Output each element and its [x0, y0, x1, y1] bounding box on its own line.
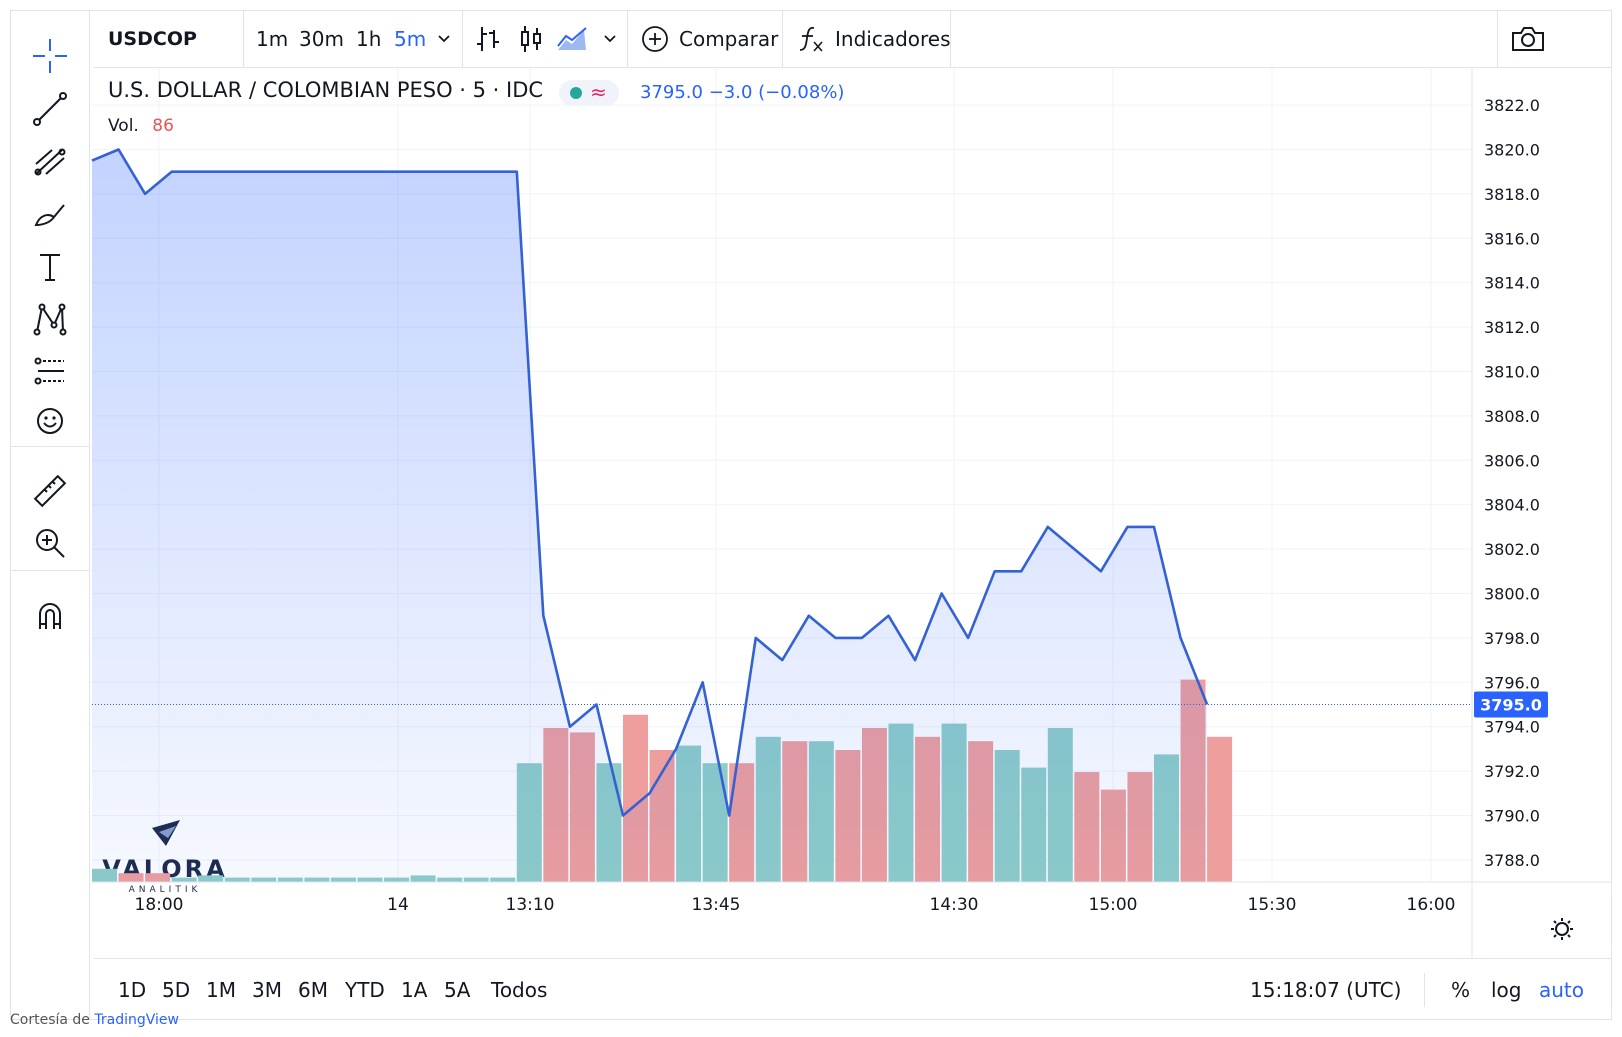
- prediction-icon[interactable]: [30, 351, 70, 391]
- toolbar-divider: [950, 10, 951, 68]
- range-label: 5A: [444, 978, 471, 1002]
- drawing-toolbar: [10, 10, 90, 1020]
- timezone-clock[interactable]: 15:18:07 (UTC): [1250, 959, 1401, 1021]
- fib-retracement-icon[interactable]: [30, 142, 70, 182]
- area-icon: [557, 27, 587, 50]
- range-1a-button[interactable]: 1A: [401, 959, 427, 1021]
- range-label: 3M: [252, 978, 282, 1002]
- interval-label: 1h: [356, 27, 382, 51]
- toolbar-divider: [782, 10, 783, 68]
- range-1m-button[interactable]: 1M: [206, 959, 236, 1021]
- chart-widget: [10, 10, 1612, 1020]
- toolbar-divider: [462, 10, 463, 68]
- toolbar-divider: [243, 10, 244, 68]
- compare-button[interactable]: Comparar: [640, 10, 778, 68]
- range-ytd-button[interactable]: YTD: [345, 959, 385, 1021]
- scale-label: %: [1451, 978, 1471, 1002]
- range-label: 1D: [118, 978, 147, 1002]
- toolbar-divider: [1424, 973, 1425, 1007]
- symbol-label: USDCOP: [108, 28, 197, 50]
- interval-label: 30m: [299, 27, 344, 51]
- magnet-icon[interactable]: [30, 596, 70, 636]
- text-tool-icon[interactable]: [30, 247, 70, 287]
- range-todos-button[interactable]: Todos: [491, 959, 547, 1021]
- function-icon: [799, 26, 823, 52]
- toolbar-divider: [627, 10, 628, 68]
- toolbar-divider: [10, 570, 90, 571]
- range-6m-button[interactable]: 6M: [298, 959, 328, 1021]
- tradingview-link[interactable]: TradingView: [94, 1012, 179, 1028]
- bars-style-button[interactable]: [474, 10, 502, 68]
- market-status-dot-icon: [570, 87, 582, 99]
- market-status-symbol: ≈: [590, 80, 607, 104]
- chevron-down-icon: [604, 35, 616, 43]
- top-toolbar: USDCOP 1m 30m 1h 5m Comparar Indicadores: [94, 10, 1612, 68]
- volume-legend[interactable]: Vol. 86: [108, 116, 174, 136]
- symbol-search-button[interactable]: USDCOP: [108, 10, 197, 68]
- clock-label: 15:18:07 (UTC): [1250, 978, 1402, 1002]
- volume-legend-value: 86: [152, 116, 174, 136]
- range-5a-button[interactable]: 5A: [444, 959, 470, 1021]
- chart-type-dropdown-button[interactable]: [602, 10, 618, 68]
- range-label: 6M: [298, 978, 328, 1002]
- interval-dropdown-button[interactable]: [436, 10, 452, 68]
- indicators-button[interactable]: Indicadores: [796, 10, 951, 68]
- candles-style-button[interactable]: [517, 10, 545, 68]
- range-label: 5D: [162, 978, 191, 1002]
- toolbar-divider: [10, 446, 90, 447]
- scale-label: auto: [1539, 978, 1585, 1002]
- compare-label: Comparar: [679, 27, 779, 51]
- emoji-icon[interactable]: [30, 401, 70, 441]
- bottom-toolbar: 1D 5D 1M 3M 6M YTD 1A 5A Todos 15:18:07 …: [94, 958, 1612, 1020]
- auto-scale-button[interactable]: auto: [1539, 959, 1584, 1021]
- camera-icon: [1512, 27, 1544, 51]
- interval-label: 5m: [394, 27, 427, 51]
- interval-30m-button[interactable]: 30m: [299, 10, 344, 68]
- interval-5m-button[interactable]: 5m: [394, 10, 426, 68]
- market-status-pill[interactable]: ≈: [559, 80, 619, 106]
- range-3m-button[interactable]: 3M: [252, 959, 282, 1021]
- candles-icon: [521, 26, 541, 52]
- price-change-readout: 3795.0 −3.0 (−0.08%): [640, 82, 845, 103]
- range-label: Todos: [491, 978, 548, 1002]
- percent-scale-button[interactable]: %: [1451, 959, 1470, 1021]
- range-label: YTD: [345, 978, 385, 1002]
- pattern-icon[interactable]: [30, 299, 70, 339]
- log-scale-button[interactable]: log: [1491, 959, 1522, 1021]
- chevron-down-icon: [438, 35, 450, 43]
- range-5d-button[interactable]: 5D: [162, 959, 190, 1021]
- indicators-label: Indicadores: [835, 27, 951, 51]
- zoom-in-icon[interactable]: [30, 523, 70, 563]
- area-style-button[interactable]: [556, 10, 588, 68]
- bars-icon: [477, 27, 499, 51]
- range-label: 1A: [401, 978, 428, 1002]
- scale-label: log: [1491, 978, 1522, 1002]
- toolbar-divider: [1497, 10, 1498, 68]
- range-1d-button[interactable]: 1D: [118, 959, 146, 1021]
- trend-line-icon[interactable]: [30, 89, 70, 129]
- plus-circle-icon: [642, 26, 668, 52]
- attribution: Cortesía de TradingView: [10, 1012, 179, 1028]
- crosshair-icon[interactable]: [30, 36, 70, 76]
- series-title[interactable]: U.S. DOLLAR / COLOMBIAN PESO · 5 · IDC: [108, 78, 544, 102]
- interval-label: 1m: [256, 27, 289, 51]
- interval-1m-button[interactable]: 1m: [256, 10, 288, 68]
- interval-1h-button[interactable]: 1h: [356, 10, 381, 68]
- volume-legend-label: Vol.: [108, 116, 139, 136]
- snapshot-button[interactable]: [1510, 10, 1546, 68]
- attribution-prefix: Cortesía de: [10, 1012, 95, 1028]
- ruler-icon[interactable]: [30, 471, 70, 511]
- brush-icon[interactable]: [30, 195, 70, 235]
- range-label: 1M: [206, 978, 236, 1002]
